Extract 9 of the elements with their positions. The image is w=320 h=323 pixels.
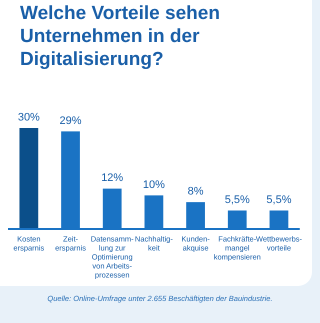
bar: [19, 128, 38, 229]
chart-title: Welche Vorteile sehen Unternehmen in der Digitalisierung?: [20, 2, 221, 71]
data-label: 8%: [188, 186, 204, 198]
data-label: 5,5%: [224, 194, 250, 206]
data-label: 30%: [18, 112, 40, 124]
data-label: 5,5%: [266, 194, 292, 206]
data-label: 10%: [142, 178, 166, 191]
data-label: 12%: [101, 172, 124, 184]
data-label: 29%: [60, 114, 82, 127]
